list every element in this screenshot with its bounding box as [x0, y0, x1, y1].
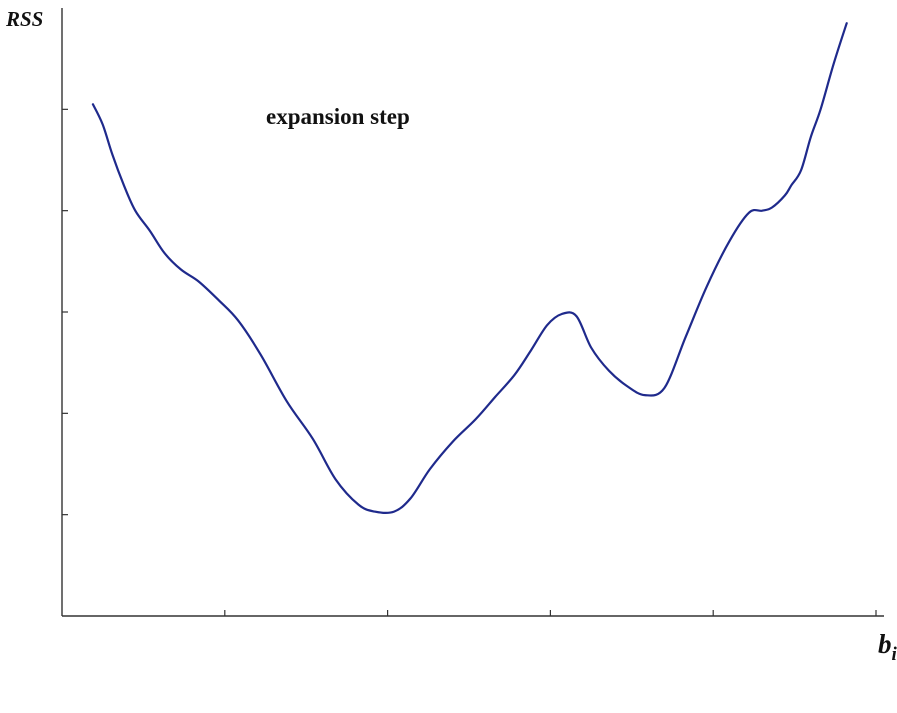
x-axis-label-subscript: i: [892, 644, 897, 665]
rss-curve: [91, 22, 848, 514]
expansion-step-annotation: expansion step: [266, 104, 410, 129]
x-axis-label-main: b: [878, 629, 892, 659]
axes: [61, 8, 884, 617]
tick-marks: [62, 108, 877, 616]
y-axis-label: RSS: [5, 7, 43, 31]
x-axis-label: bi: [878, 629, 897, 665]
